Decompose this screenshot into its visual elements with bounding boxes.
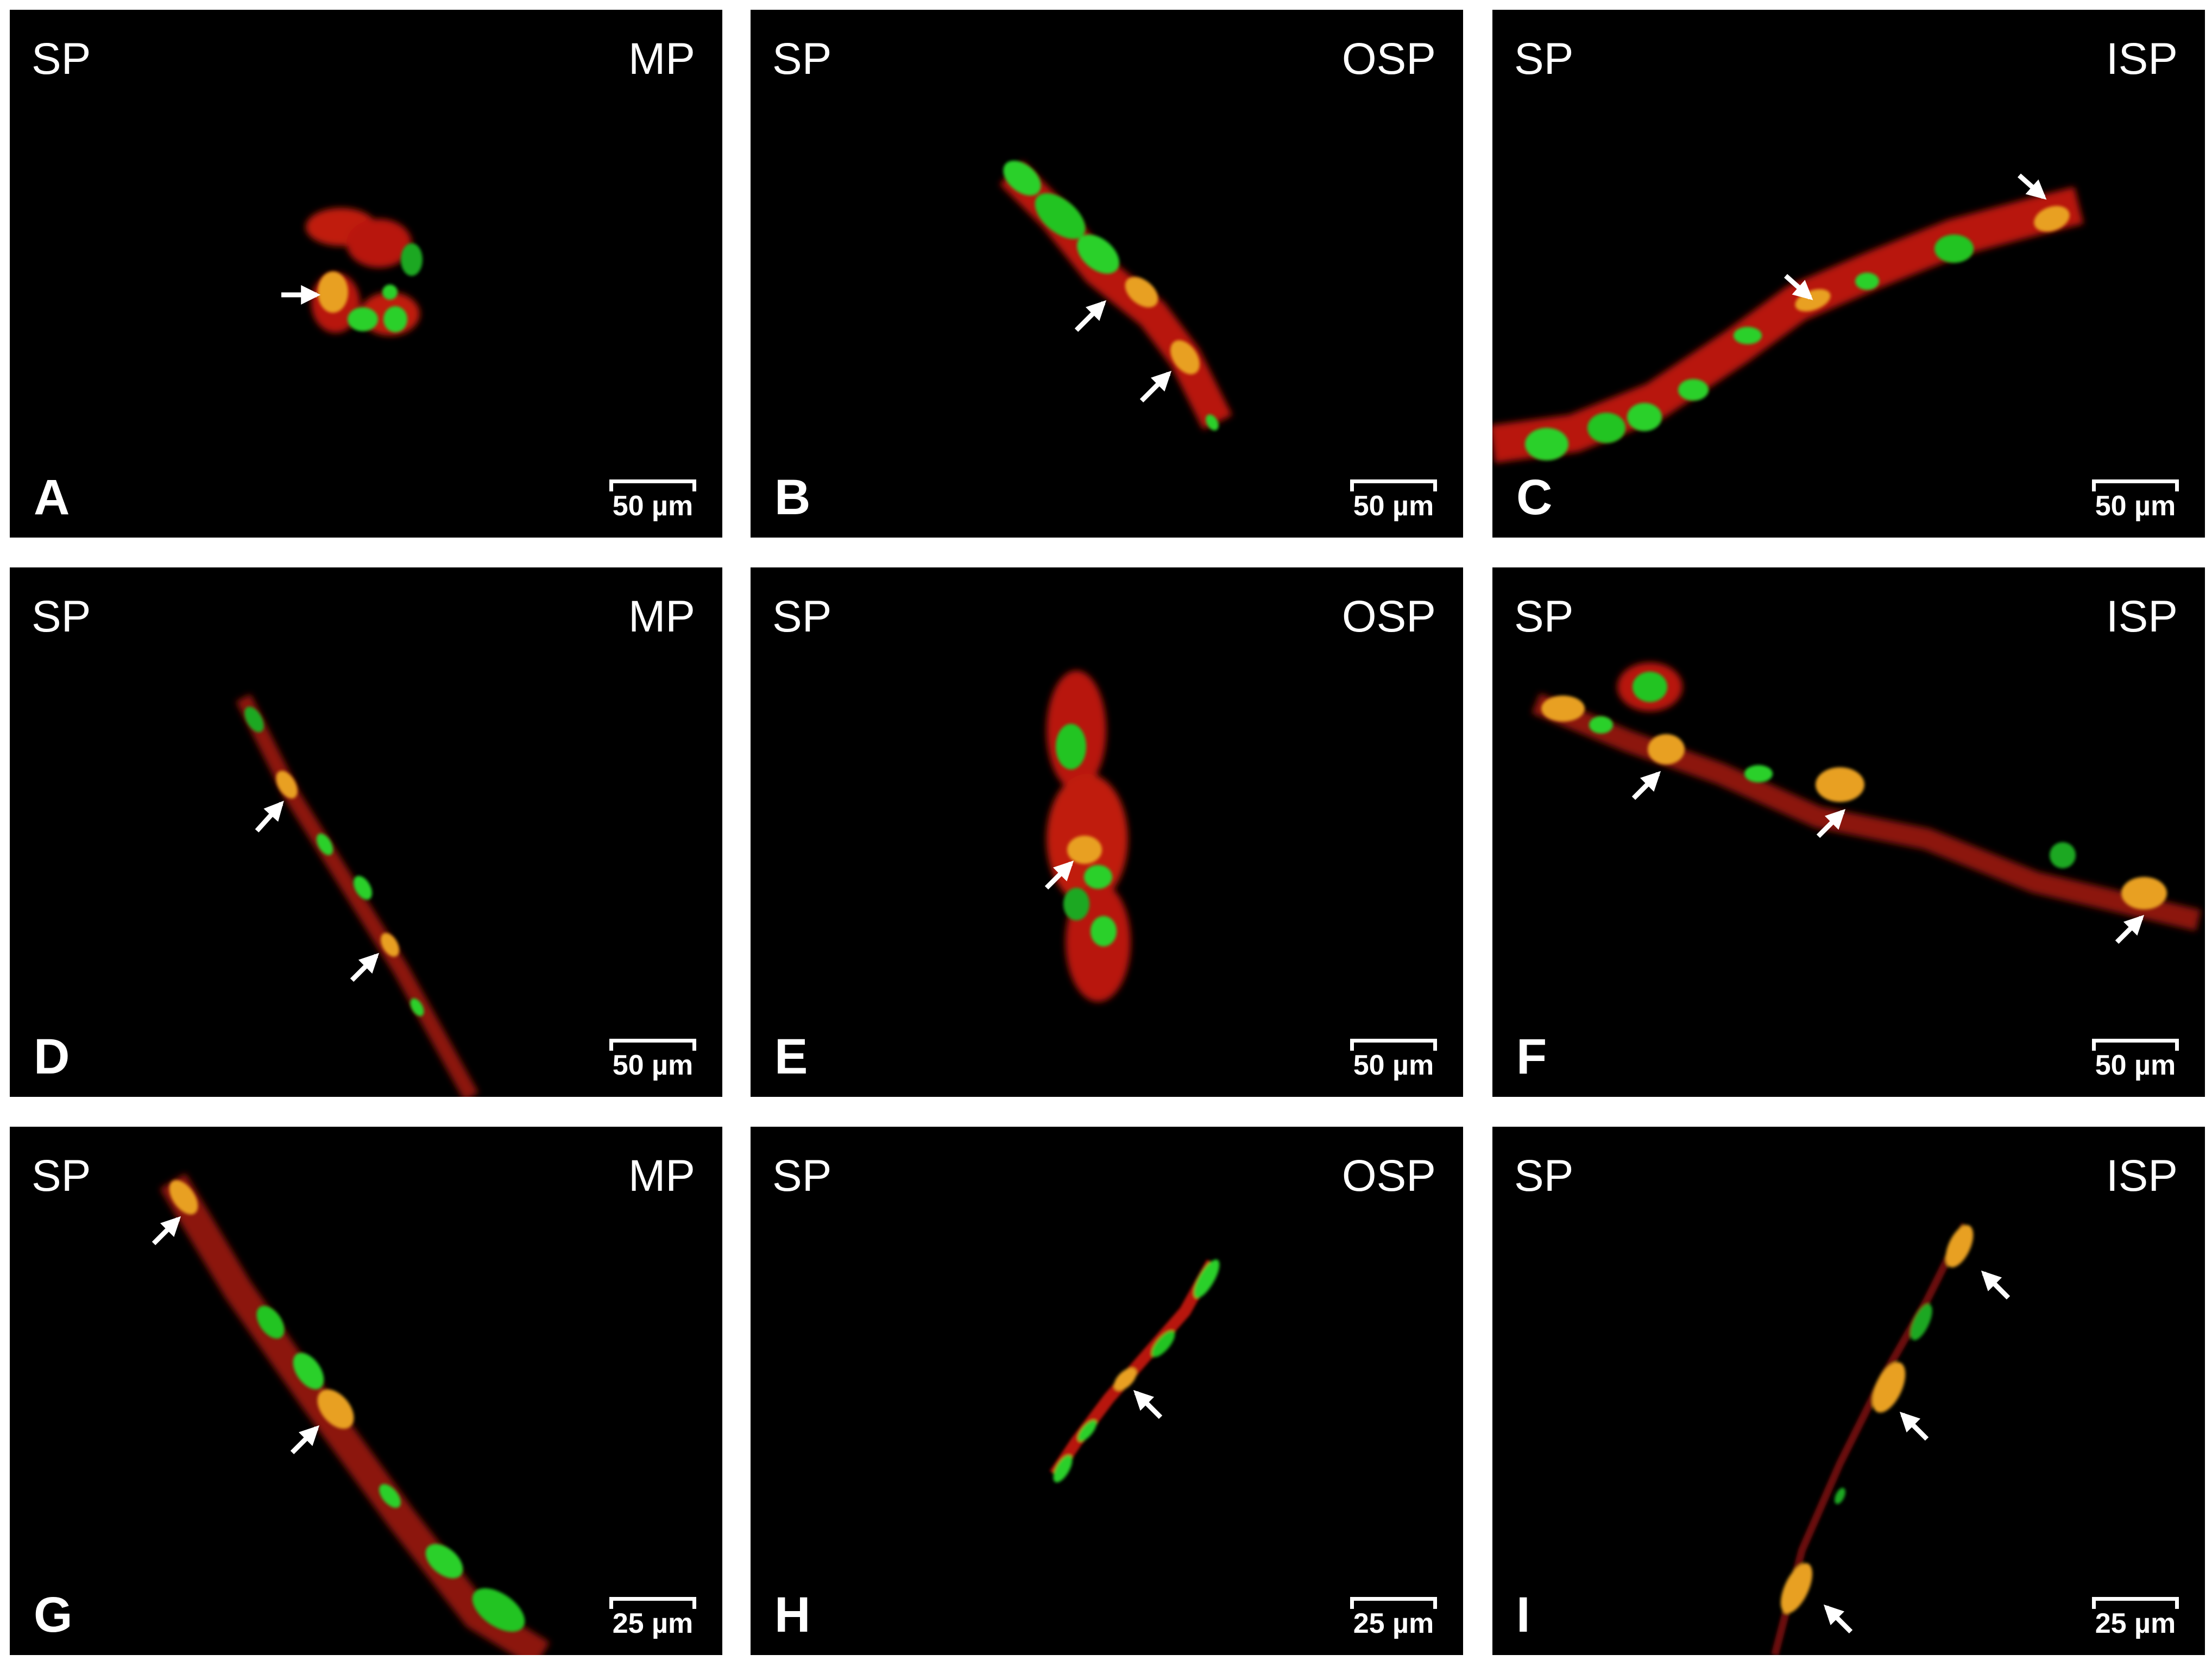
scale-bar-label: 50 µm [2095,1050,2176,1081]
tissue-image [1771,1222,2011,1655]
tissue-image [1532,662,2201,944]
micrograph-panel-g: SP MP G 25 µm [10,1127,722,1655]
panel-right-label: OSP [1341,1151,1436,1201]
scale-bar-label: 50 µm [2095,490,2176,522]
scale-bar: 25 µm [609,1597,696,1640]
micrograph-panel-c: SP ISP C 50 µm [1492,10,2205,538]
panel-right-label: MP [628,592,695,641]
panel-letter: B [774,470,811,525]
panel-right-label: ISP [2106,1151,2178,1201]
scale-bar: 50 µm [1350,1039,1437,1082]
panel-letter: C [1516,470,1553,525]
tissue-image [1492,173,2084,463]
tissue-image [999,160,1232,431]
panel-letter: A [34,470,70,525]
micrograph-panel-f: SP ISP F 50 µm [1492,567,2205,1097]
scale-bar-label: 50 µm [1353,490,1434,522]
panel-left-label: SP [31,592,91,641]
panel-letter: D [34,1029,70,1084]
panel-letter: H [774,1587,811,1643]
panel-left-label: SP [31,34,91,84]
panel-right-label: OSP [1341,34,1436,84]
micrograph-panel-h: SP OSP H 25 µm [751,1127,1463,1655]
scale-bar-label: 25 µm [2095,1608,2176,1639]
scale-bar-label: 25 µm [1353,1608,1434,1639]
scale-bar: 50 µm [609,479,696,522]
panel-right-label: ISP [2106,34,2178,84]
panel-letter: G [34,1587,73,1643]
tissue-image [152,1173,550,1655]
panel-right-label: MP [628,1151,695,1201]
tissue-image [1049,1259,1220,1482]
scale-bar-label: 50 µm [1353,1050,1434,1081]
panel-right-label: MP [628,34,695,84]
panel-letter: I [1516,1587,1530,1643]
micrograph-panel-d: SP MP D 50 µm [10,567,722,1097]
panel-left-label: SP [1514,1151,1574,1201]
scale-bar: 50 µm [2092,1039,2179,1082]
panel-right-label: OSP [1341,592,1436,641]
scale-bar-label: 50 µm [612,1050,694,1081]
micrograph-panel-e: SP OSP E 50 µm [751,567,1463,1097]
scale-bar-label: 25 µm [612,1608,694,1639]
scale-bar: 50 µm [1350,479,1437,522]
scale-bar: 50 µm [2092,479,2179,522]
panel-left-label: SP [31,1151,91,1201]
panel-left-label: SP [772,34,832,84]
panel-letter: E [774,1029,808,1084]
micrograph-panel-i: SP ISP I 25 µm [1492,1127,2205,1655]
scale-bar: 50 µm [609,1039,696,1082]
scale-bar-label: 50 µm [612,490,694,522]
scale-bar: 25 µm [2092,1597,2179,1640]
tissue-image [1044,671,1131,1002]
panel-letter: F [1516,1029,1547,1084]
micrograph-panel-b: SP OSP B 50 µm [751,10,1463,538]
scale-bar: 25 µm [1350,1597,1437,1640]
panel-left-label: SP [772,592,832,641]
panel-right-label: ISP [2106,592,2178,641]
panel-left-label: SP [1514,34,1574,84]
tissue-image [236,694,479,1097]
panel-left-label: SP [772,1151,832,1201]
panel-left-label: SP [1514,592,1574,641]
micrograph-panel-a: SP MP A 50 µm [10,10,722,538]
tissue-image [281,208,423,336]
